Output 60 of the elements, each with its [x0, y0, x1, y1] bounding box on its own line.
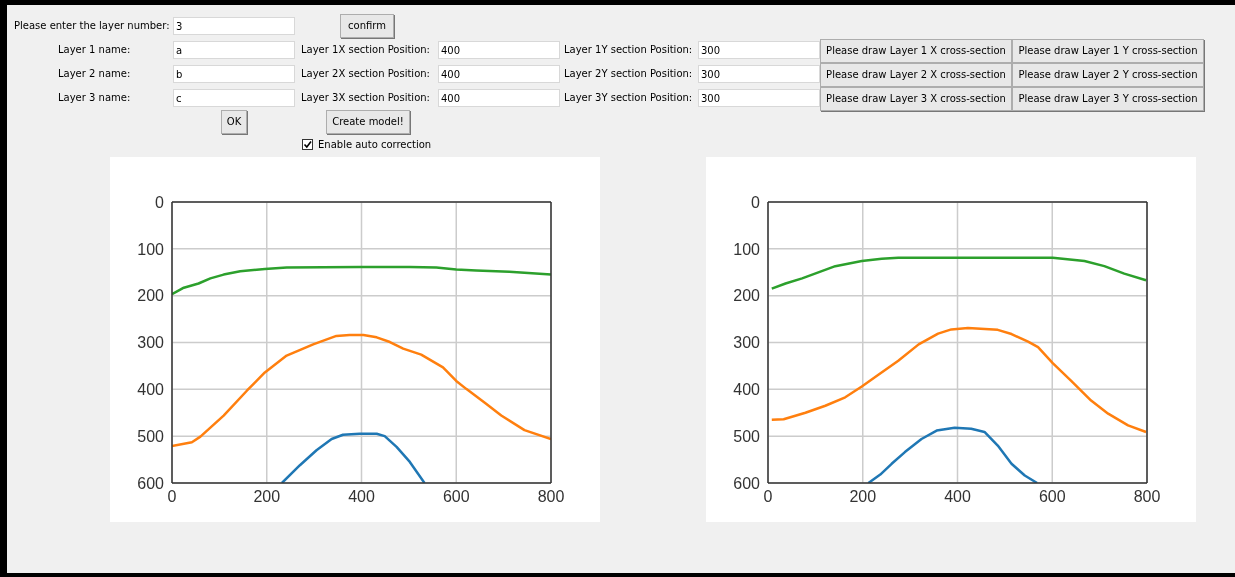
button: Please draw Layer 1 Y cross-section	[1012, 39, 1204, 63]
y-tick-label: 300	[733, 334, 761, 352]
y-tick-label: 600	[733, 474, 761, 492]
button: Please draw Layer 3 Y cross-section	[1012, 87, 1204, 111]
text-field: 400	[438, 41, 560, 59]
button: Please draw Layer 1 X cross-section	[820, 39, 1012, 63]
y-tick-label: 600	[137, 474, 165, 492]
text: Layer 1Y section Position:	[564, 43, 693, 57]
text: Layer 3Y section Position:	[564, 91, 693, 105]
line-series	[770, 256, 1147, 290]
button: Create model!	[326, 110, 410, 134]
text: Layer 3X section Position:	[301, 91, 430, 105]
text: Layer 2 name:	[58, 67, 131, 81]
x-tick-label: 0	[167, 488, 177, 506]
text: Enable auto correction	[318, 138, 432, 152]
text: Layer 2Y section Position:	[564, 67, 693, 81]
y-tick-label: 100	[137, 240, 165, 258]
button: OK	[221, 110, 247, 134]
text-field: 300	[698, 65, 820, 83]
x-tick-label: 400	[348, 488, 375, 506]
y-tick-label: 100	[733, 240, 761, 258]
y-tick-label: 500	[137, 427, 165, 445]
line-series	[172, 265, 551, 296]
text: Layer 1 name:	[58, 43, 131, 57]
text-field: b	[173, 65, 295, 83]
y-tick-label: 400	[137, 381, 165, 399]
x-tick-label: 400	[944, 488, 971, 506]
y-tick-label: 500	[733, 427, 761, 445]
x-tick-label: 600	[442, 488, 470, 506]
text: Please enter the layer number:	[14, 19, 170, 33]
line-series	[867, 426, 1039, 483]
text-field: 300	[698, 89, 820, 107]
line-series	[770, 326, 1147, 434]
text-field: c	[173, 89, 295, 107]
text-field: 400	[438, 65, 560, 83]
line-series	[280, 432, 426, 483]
text: Layer 3 name:	[58, 91, 131, 105]
x-tick-label: 200	[849, 488, 877, 506]
y-tick-label: 400	[733, 381, 761, 399]
x-tick-label: 200	[253, 488, 281, 506]
y-tick-label: 300	[137, 334, 165, 352]
y-tick-label: 0	[155, 193, 165, 211]
line-series	[172, 333, 551, 448]
y-tick-label: 200	[733, 287, 761, 305]
button: Please draw Layer 3 X cross-section	[820, 87, 1012, 111]
x-tick-label: 800	[1133, 488, 1161, 506]
y-tick-label: 200	[137, 287, 165, 305]
x-tick-label: 0	[763, 488, 773, 506]
button: confirm	[340, 14, 394, 38]
x-tick-label: 800	[537, 488, 565, 506]
text: Layer 2X section Position:	[301, 67, 430, 81]
text-field: 400	[438, 89, 560, 107]
x-tick-label: 600	[1038, 488, 1066, 506]
text-field: 300	[698, 41, 820, 59]
text-field: 3	[173, 17, 295, 35]
button: Please draw Layer 2 Y cross-section	[1012, 63, 1204, 87]
y-tick-label: 0	[751, 193, 761, 211]
button: Please draw Layer 2 X cross-section	[820, 63, 1012, 87]
text-field: a	[173, 41, 295, 59]
text: Layer 1X section Position:	[301, 43, 430, 57]
